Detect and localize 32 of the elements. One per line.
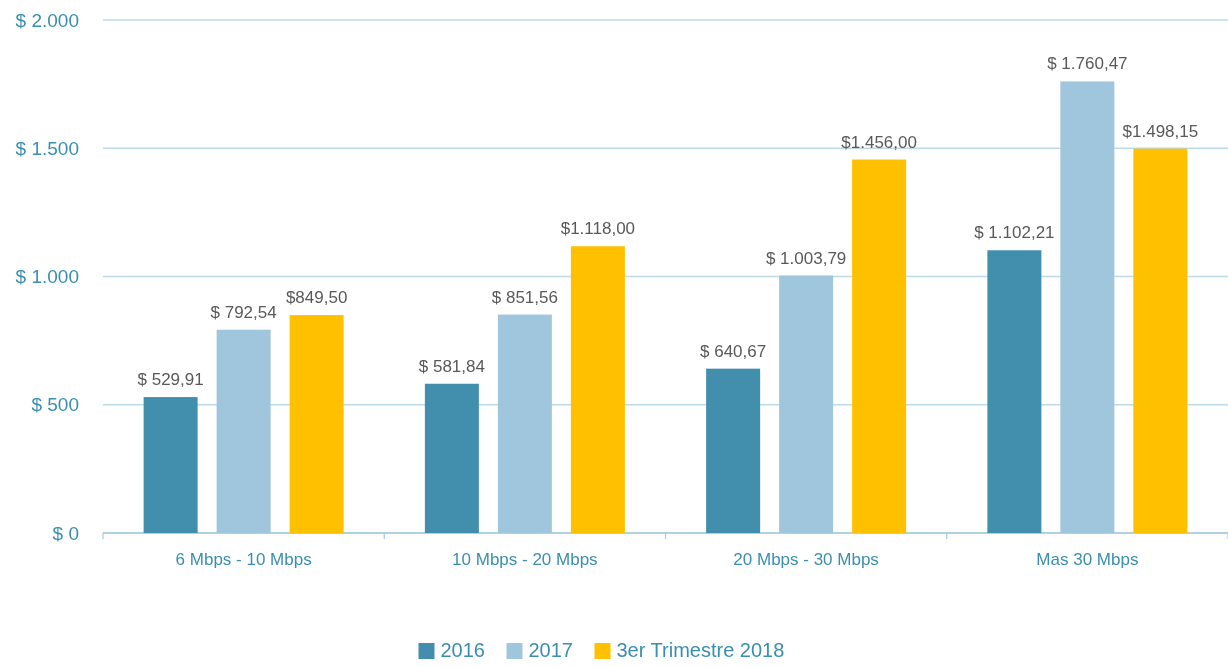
data-label: $ 1.003,79 xyxy=(765,248,847,268)
bar xyxy=(1133,148,1188,533)
bar xyxy=(987,250,1042,533)
legend-label: 2017 xyxy=(528,639,573,661)
x-tick-label: 10 Mbps - 20 Mbps xyxy=(452,550,598,569)
y-tick-label: $ 1.000 xyxy=(15,266,79,288)
bar xyxy=(143,397,198,533)
bar xyxy=(424,383,479,533)
data-label: $ 1.760,47 xyxy=(1047,54,1128,74)
data-label: $ 792,54 xyxy=(210,302,277,322)
data-label: $ 640,67 xyxy=(700,341,767,361)
data-label: $ 529,91 xyxy=(137,370,204,390)
data-label: $1.498,15 xyxy=(1122,121,1199,141)
x-tick-label: Mas 30 Mbps xyxy=(1036,550,1139,569)
data-label: $1.456,00 xyxy=(841,132,917,152)
y-tick-label: $ 1.500 xyxy=(15,137,79,159)
bar xyxy=(570,246,625,533)
y-tick-label: $ 2.000 xyxy=(15,9,79,31)
x-tick-label: 20 Mbps - 30 Mbps xyxy=(733,550,879,569)
x-tick-label: 6 Mbps - 10 Mbps xyxy=(175,550,312,569)
bar xyxy=(706,368,761,533)
data-label: $849,50 xyxy=(285,288,348,308)
legend-label: 2016 xyxy=(440,639,485,661)
data-label: $ 851,56 xyxy=(491,287,558,307)
legend-label: 3er Trimestre 2018 xyxy=(616,639,785,661)
bar xyxy=(852,159,907,533)
data-label: $1.118,00 xyxy=(560,219,636,239)
y-tick-label: $ 0 xyxy=(52,522,79,544)
y-tick-label: $ 500 xyxy=(31,394,79,416)
data-label: $ 1.102,21 xyxy=(974,223,1055,243)
bar xyxy=(289,315,344,533)
data-label: $ 581,84 xyxy=(418,356,485,376)
